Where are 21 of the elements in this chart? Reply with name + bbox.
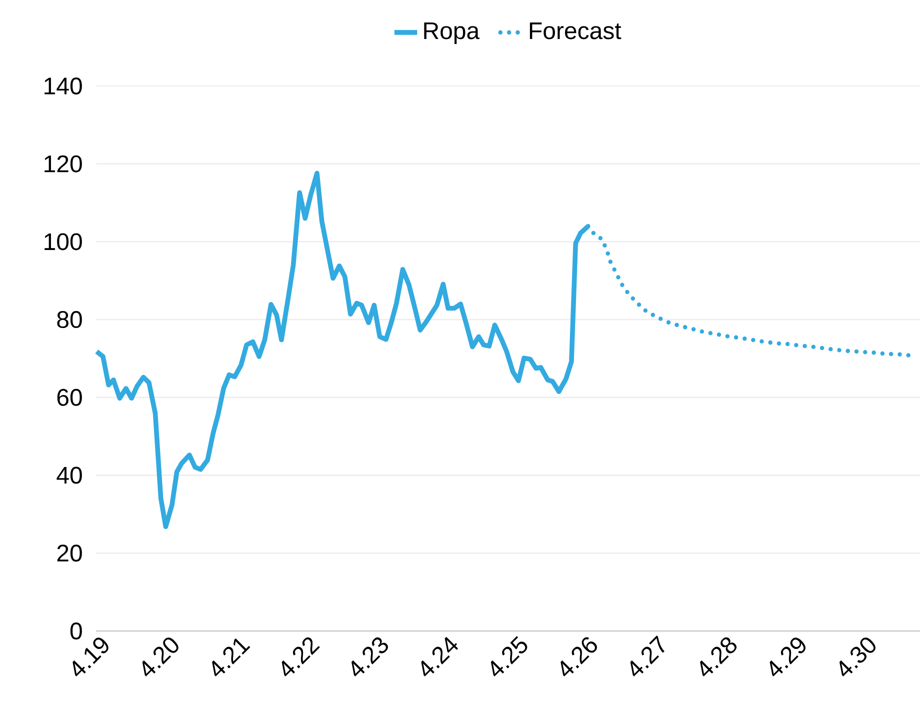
x-tick-label: 4.19 xyxy=(72,638,108,676)
legend-label: Ropa xyxy=(424,22,480,44)
x-tick-label: 4.23 xyxy=(351,637,388,676)
x-tick-label: 4.28 xyxy=(700,637,737,676)
x-tick-label: 4.25 xyxy=(490,636,528,676)
y-tick-label: 100 xyxy=(44,233,82,250)
x-tick-label: 4.20 xyxy=(142,638,178,676)
x-tick-label: 4.21 xyxy=(212,638,250,676)
x-tick-label: 4.30 xyxy=(839,638,876,676)
x-tick-label: 4.22 xyxy=(282,637,320,676)
y-tick-label: 40 xyxy=(56,466,82,484)
x-tick-label: 4.29 xyxy=(770,638,806,676)
y-tick-label: 80 xyxy=(57,311,82,328)
x-tick-label: 4.26 xyxy=(560,637,597,676)
y-tick-label: 20 xyxy=(57,544,82,562)
x-tick-label: 4.24 xyxy=(421,636,458,676)
y-tick-label: 120 xyxy=(44,155,82,172)
y-tick-label: 60 xyxy=(57,388,82,406)
y-tick-label: 140 xyxy=(44,77,82,94)
y-tick-label: 0 xyxy=(70,622,82,640)
legend-label: Forecast xyxy=(530,22,622,40)
